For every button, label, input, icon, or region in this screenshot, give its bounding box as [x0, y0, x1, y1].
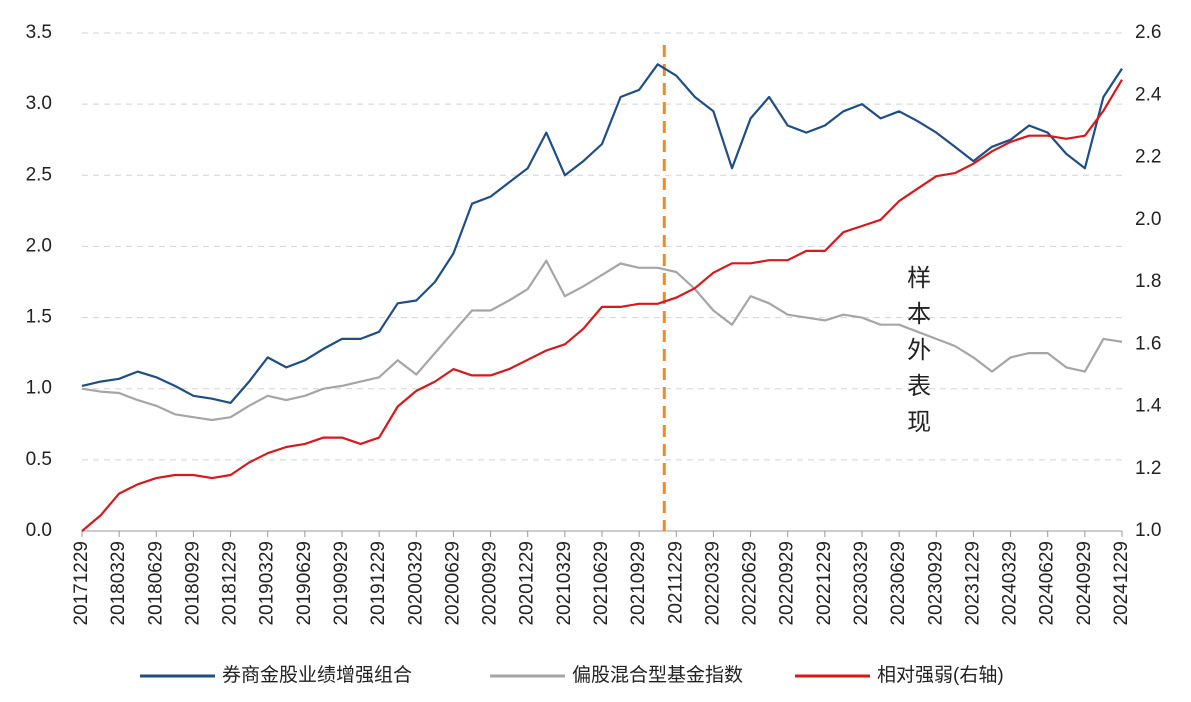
legend-label: 券商金股业绩增强组合: [222, 664, 412, 686]
y2-tick-label: 2.0: [1135, 209, 1161, 230]
x-tick-label: 20190629: [294, 541, 315, 626]
y2-tick-label: 1.0: [1135, 520, 1161, 541]
x-tick-label: 20230629: [888, 541, 909, 626]
x-tick-label: 20241229: [1111, 541, 1132, 626]
series-line: [81, 259, 1123, 422]
y-tick-label: 0.0: [26, 520, 52, 541]
x-tick-label: 20220929: [777, 541, 798, 626]
x-tick-label: 20230329: [851, 541, 872, 626]
x-tick-label: 20230929: [925, 541, 946, 626]
x-tick-label: 20181229: [220, 541, 241, 626]
x-tick-label: 20190929: [331, 541, 352, 626]
y-tick-label: 3.5: [26, 22, 52, 43]
x-tick-label: 20191229: [368, 541, 389, 626]
x-tick-label: 20240329: [1000, 541, 1021, 626]
legend-label: 相对强弱(右轴): [877, 664, 1004, 686]
y-tick-label: 2.0: [26, 235, 52, 256]
y2-tick-label: 1.2: [1135, 458, 1161, 479]
y-tick-label: 2.5: [26, 164, 52, 185]
x-tick-label: 20200629: [442, 541, 463, 626]
x-tick-label: 20220329: [702, 541, 723, 626]
y2-tick-label: 2.2: [1135, 147, 1161, 168]
x-tick-label: 20200329: [405, 541, 426, 626]
y2-tick-label: 2.6: [1135, 22, 1161, 43]
x-tick-label: 20210629: [591, 541, 612, 626]
y2-tick-label: 1.6: [1135, 333, 1161, 354]
x-tick-label: 20180929: [182, 541, 203, 626]
x-tick-label: 20200929: [480, 541, 501, 626]
x-tick-label: 20211229: [665, 541, 686, 624]
y-tick-label: 1.0: [26, 378, 52, 399]
y2-tick-label: 1.4: [1135, 396, 1162, 417]
x-tick-label: 20190329: [257, 541, 278, 626]
y-tick-label: 3.0: [26, 93, 52, 114]
annotation: 样本外表现: [903, 265, 931, 445]
x-tick-label: 20201229: [517, 541, 538, 626]
series-line: [81, 79, 1123, 532]
x-tick-label: 20220629: [740, 541, 761, 626]
x-tick-label: 20180629: [145, 541, 166, 626]
legend-label: 偏股混合型基金指数: [572, 664, 743, 686]
x-tick-label: 20240929: [1074, 541, 1095, 626]
x-tick-label: 20210929: [628, 541, 649, 626]
y2-tick-label: 1.8: [1135, 271, 1161, 292]
x-tick-label: 20231229: [962, 541, 983, 626]
x-tick-label: 20171229: [71, 541, 92, 626]
y-tick-label: 1.5: [26, 307, 52, 328]
x-tick-label: 20240629: [1037, 541, 1058, 626]
x-tick-label: 20221229: [814, 541, 835, 626]
x-tick-label: 20180329: [108, 541, 129, 626]
x-tick-label: 20210329: [554, 541, 575, 626]
series-line: [81, 63, 1123, 404]
y-tick-label: 0.5: [26, 449, 52, 470]
y2-tick-label: 2.4: [1135, 84, 1162, 105]
